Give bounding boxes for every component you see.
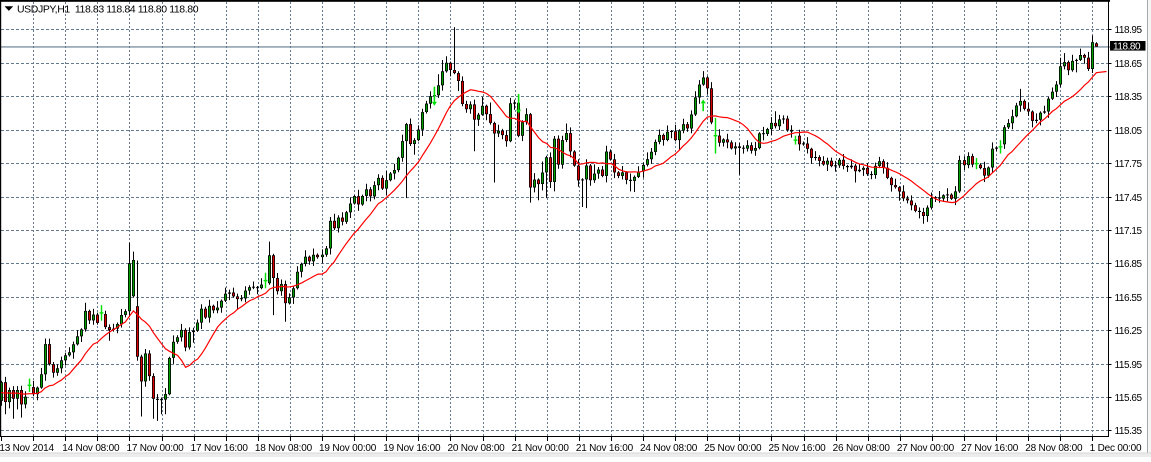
svg-text:117.45: 117.45 [1115, 193, 1143, 204]
svg-text:117.15: 117.15 [1115, 226, 1143, 237]
svg-text:118.35: 118.35 [1115, 92, 1143, 103]
svg-text:118.65: 118.65 [1115, 59, 1143, 70]
svg-text:1 Dec 00:00: 1 Dec 00:00 [1090, 443, 1142, 454]
svg-text:13 Nov 2014: 13 Nov 2014 [0, 443, 54, 454]
svg-text:115.65: 115.65 [1115, 393, 1143, 404]
svg-text:19 Nov 00:00: 19 Nov 00:00 [319, 443, 377, 454]
svg-text:27 Nov 16:00: 27 Nov 16:00 [961, 443, 1019, 454]
svg-text:118.05: 118.05 [1115, 126, 1143, 137]
svg-text:118.95: 118.95 [1115, 25, 1143, 36]
svg-text:18 Nov 08:00: 18 Nov 08:00 [255, 443, 313, 454]
svg-text:17 Nov 00:00: 17 Nov 00:00 [126, 443, 184, 454]
svg-text:116.25: 116.25 [1115, 326, 1143, 337]
svg-text:115.35: 115.35 [1115, 426, 1143, 437]
svg-text:27 Nov 00:00: 27 Nov 00:00 [897, 443, 955, 454]
svg-text:26 Nov 08:00: 26 Nov 08:00 [833, 443, 891, 454]
svg-text:116.55: 116.55 [1115, 293, 1143, 304]
svg-text:25 Nov 16:00: 25 Nov 16:00 [768, 443, 826, 454]
svg-text:24 Nov 08:00: 24 Nov 08:00 [640, 443, 698, 454]
svg-text:14 Nov 08:00: 14 Nov 08:00 [62, 443, 120, 454]
svg-text:17 Nov 16:00: 17 Nov 16:00 [191, 443, 249, 454]
svg-text:21 Nov 16:00: 21 Nov 16:00 [576, 443, 634, 454]
svg-text:118.80: 118.80 [1113, 42, 1141, 53]
svg-text:117.75: 117.75 [1115, 159, 1143, 170]
svg-text:19 Nov 16:00: 19 Nov 16:00 [383, 443, 441, 454]
svg-text:115.95: 115.95 [1115, 360, 1143, 371]
svg-text:USDJPY,H1 118.83 118.84 118.8: USDJPY,H1 118.83 118.84 118.80 118.80 [17, 4, 199, 16]
svg-text:25 Nov 00:00: 25 Nov 00:00 [704, 443, 762, 454]
svg-text:116.85: 116.85 [1115, 259, 1143, 270]
svg-text:20 Nov 08:00: 20 Nov 08:00 [447, 443, 505, 454]
svg-text:21 Nov 00:00: 21 Nov 00:00 [512, 443, 570, 454]
svg-text:28 Nov 08:00: 28 Nov 08:00 [1025, 443, 1083, 454]
